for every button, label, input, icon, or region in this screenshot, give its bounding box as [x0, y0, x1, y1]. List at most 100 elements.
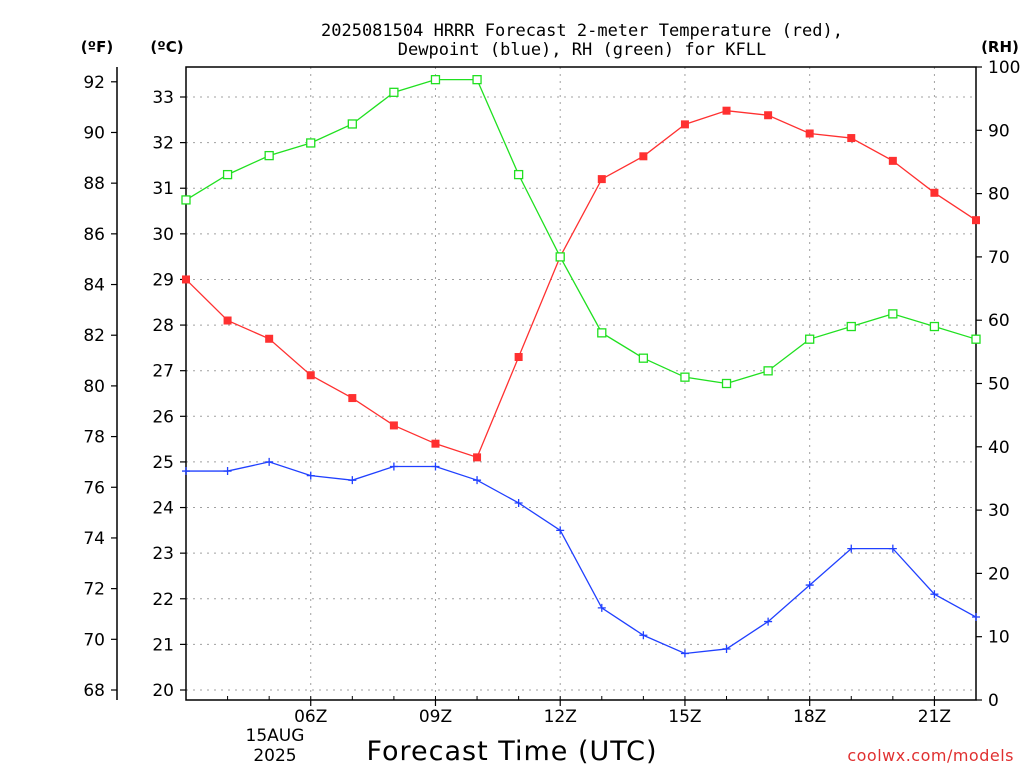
dewpoint-point [265, 457, 274, 466]
rh-point [597, 328, 607, 338]
rh-tick-label: 80 [988, 185, 1010, 205]
dewpoint-point [514, 498, 523, 507]
chart-title-line1: 2025081504 HRRR Forecast 2-meter Tempera… [321, 21, 843, 41]
celsius-tick-label: 20 [152, 681, 174, 701]
date-label-year: 2025 [253, 746, 296, 766]
rh-point [181, 195, 191, 205]
rh-point [971, 334, 981, 344]
celsius-tick-label: 30 [152, 225, 174, 245]
rh-tick-label: 60 [988, 311, 1010, 331]
celsius-tick-label: 21 [152, 635, 174, 655]
rh-tick-label: 10 [988, 628, 1010, 648]
x-tick-label: 18Z [793, 707, 826, 727]
dewpoint-point [182, 467, 190, 476]
celsius-tick-label: 29 [152, 270, 174, 290]
2-meter-temperature-point [847, 134, 856, 143]
x-tick-label: 12Z [544, 707, 577, 727]
fahrenheit-tick-label: 92 [83, 73, 105, 93]
rh-point [929, 321, 940, 332]
dewpoint-point [597, 603, 606, 612]
celsius-tick-label: 25 [152, 453, 174, 473]
celsius-unit-label: (ºC) [150, 38, 183, 56]
celsius-tick-label: 28 [152, 316, 174, 336]
fahrenheit-tick-label: 82 [83, 326, 105, 346]
fahrenheit-tick-label: 68 [83, 681, 105, 701]
fahrenheit-tick-label: 74 [83, 529, 105, 549]
fahrenheit-tick-label: 90 [83, 123, 105, 143]
dewpoint-point [473, 476, 482, 485]
fahrenheit-tick-label: 72 [83, 580, 105, 600]
2-meter-temperature-point [514, 353, 523, 362]
rh-point [430, 75, 441, 85]
rh-point [680, 372, 690, 382]
fahrenheit-tick-label: 86 [83, 225, 105, 245]
fahrenheit-unit-label: (ºF) [81, 38, 113, 56]
dewpoint-point [639, 631, 648, 640]
celsius-tick-label: 33 [152, 88, 174, 108]
rh-point [805, 334, 815, 344]
2-meter-temperature-point [348, 394, 357, 403]
rh-tick-label: 100 [988, 58, 1020, 78]
2-meter-temperature-point [473, 453, 482, 462]
rh-tick-label: 20 [988, 564, 1010, 584]
celsius-tick-label: 22 [152, 590, 174, 610]
x-tick-label: 21Z [918, 707, 951, 727]
dewpoint-line [186, 461, 977, 655]
2-meter-temperature-point [764, 111, 773, 120]
rh-point [264, 150, 274, 161]
axes-layer: 68 70 72 74 76 78 80 82 84 86 88 90 92 20 21 22 23 24 25 26… [83, 58, 1020, 727]
celsius-tick-label: 24 [152, 499, 174, 519]
dewpoint-point [888, 544, 897, 553]
2-meter-temperature-point [888, 156, 897, 165]
chart-title-line2: Dewpoint (blue), RH (green) for KFLL [398, 40, 766, 60]
2-meter-temperature-point [597, 175, 606, 184]
dewpoint-point [722, 644, 731, 653]
fahrenheit-tick-label: 84 [83, 276, 105, 296]
2-meter-temperature-point [182, 275, 190, 284]
x-tick-label: 09Z [419, 707, 452, 727]
rh-point [846, 321, 856, 332]
rh-point [638, 353, 649, 363]
2-meter-temperature-point [805, 129, 814, 138]
2-meter-temperature-point [389, 421, 398, 430]
celsius-tick-label: 27 [152, 362, 174, 382]
rh-point [389, 87, 399, 97]
rh-point [721, 378, 732, 389]
2-meter-temperature-point [639, 152, 648, 161]
fahrenheit-tick-label: 76 [83, 478, 105, 498]
dewpoint-point [680, 649, 689, 658]
rh-point [888, 309, 898, 319]
rh-tick-label: 70 [988, 248, 1010, 268]
fahrenheit-tick-label: 88 [83, 174, 105, 194]
celsius-tick-label: 26 [152, 407, 174, 427]
fahrenheit-tick-label: 70 [83, 630, 105, 650]
2-meter-temperature-point [431, 439, 440, 448]
rh-point [513, 169, 524, 180]
rh-unit-label: (RH) [981, 38, 1019, 56]
rh-point [555, 252, 565, 262]
x-axis-label: Forecast Time (UTC) [366, 736, 657, 767]
celsius-tick-label: 31 [152, 179, 174, 199]
celsius-tick-label: 23 [152, 544, 174, 564]
x-tick-label: 15Z [668, 707, 701, 727]
celsius-tick-label: 32 [152, 134, 174, 154]
dewpoint-point [431, 462, 440, 471]
rh-tick-label: 30 [988, 501, 1010, 521]
rh-point [306, 138, 316, 148]
dewpoint-point [805, 581, 814, 590]
rh-tick-label: 50 [988, 375, 1010, 395]
series-layer [181, 75, 981, 658]
dewpoint-point [556, 526, 565, 535]
2-meter-temperature-point [722, 106, 731, 115]
2-meter-temperature-line [185, 110, 977, 459]
fahrenheit-tick-label: 78 [83, 428, 105, 448]
rh-tick-label: 90 [988, 121, 1010, 141]
rh-tick-label: 0 [988, 691, 999, 711]
dewpoint-point [847, 544, 856, 553]
dewpoint-point [306, 471, 315, 480]
dewpoint-point [389, 462, 398, 471]
plot-frame [185, 66, 977, 701]
rh-tick-label: 40 [988, 438, 1010, 458]
date-label-month: 15AUG [246, 726, 305, 746]
